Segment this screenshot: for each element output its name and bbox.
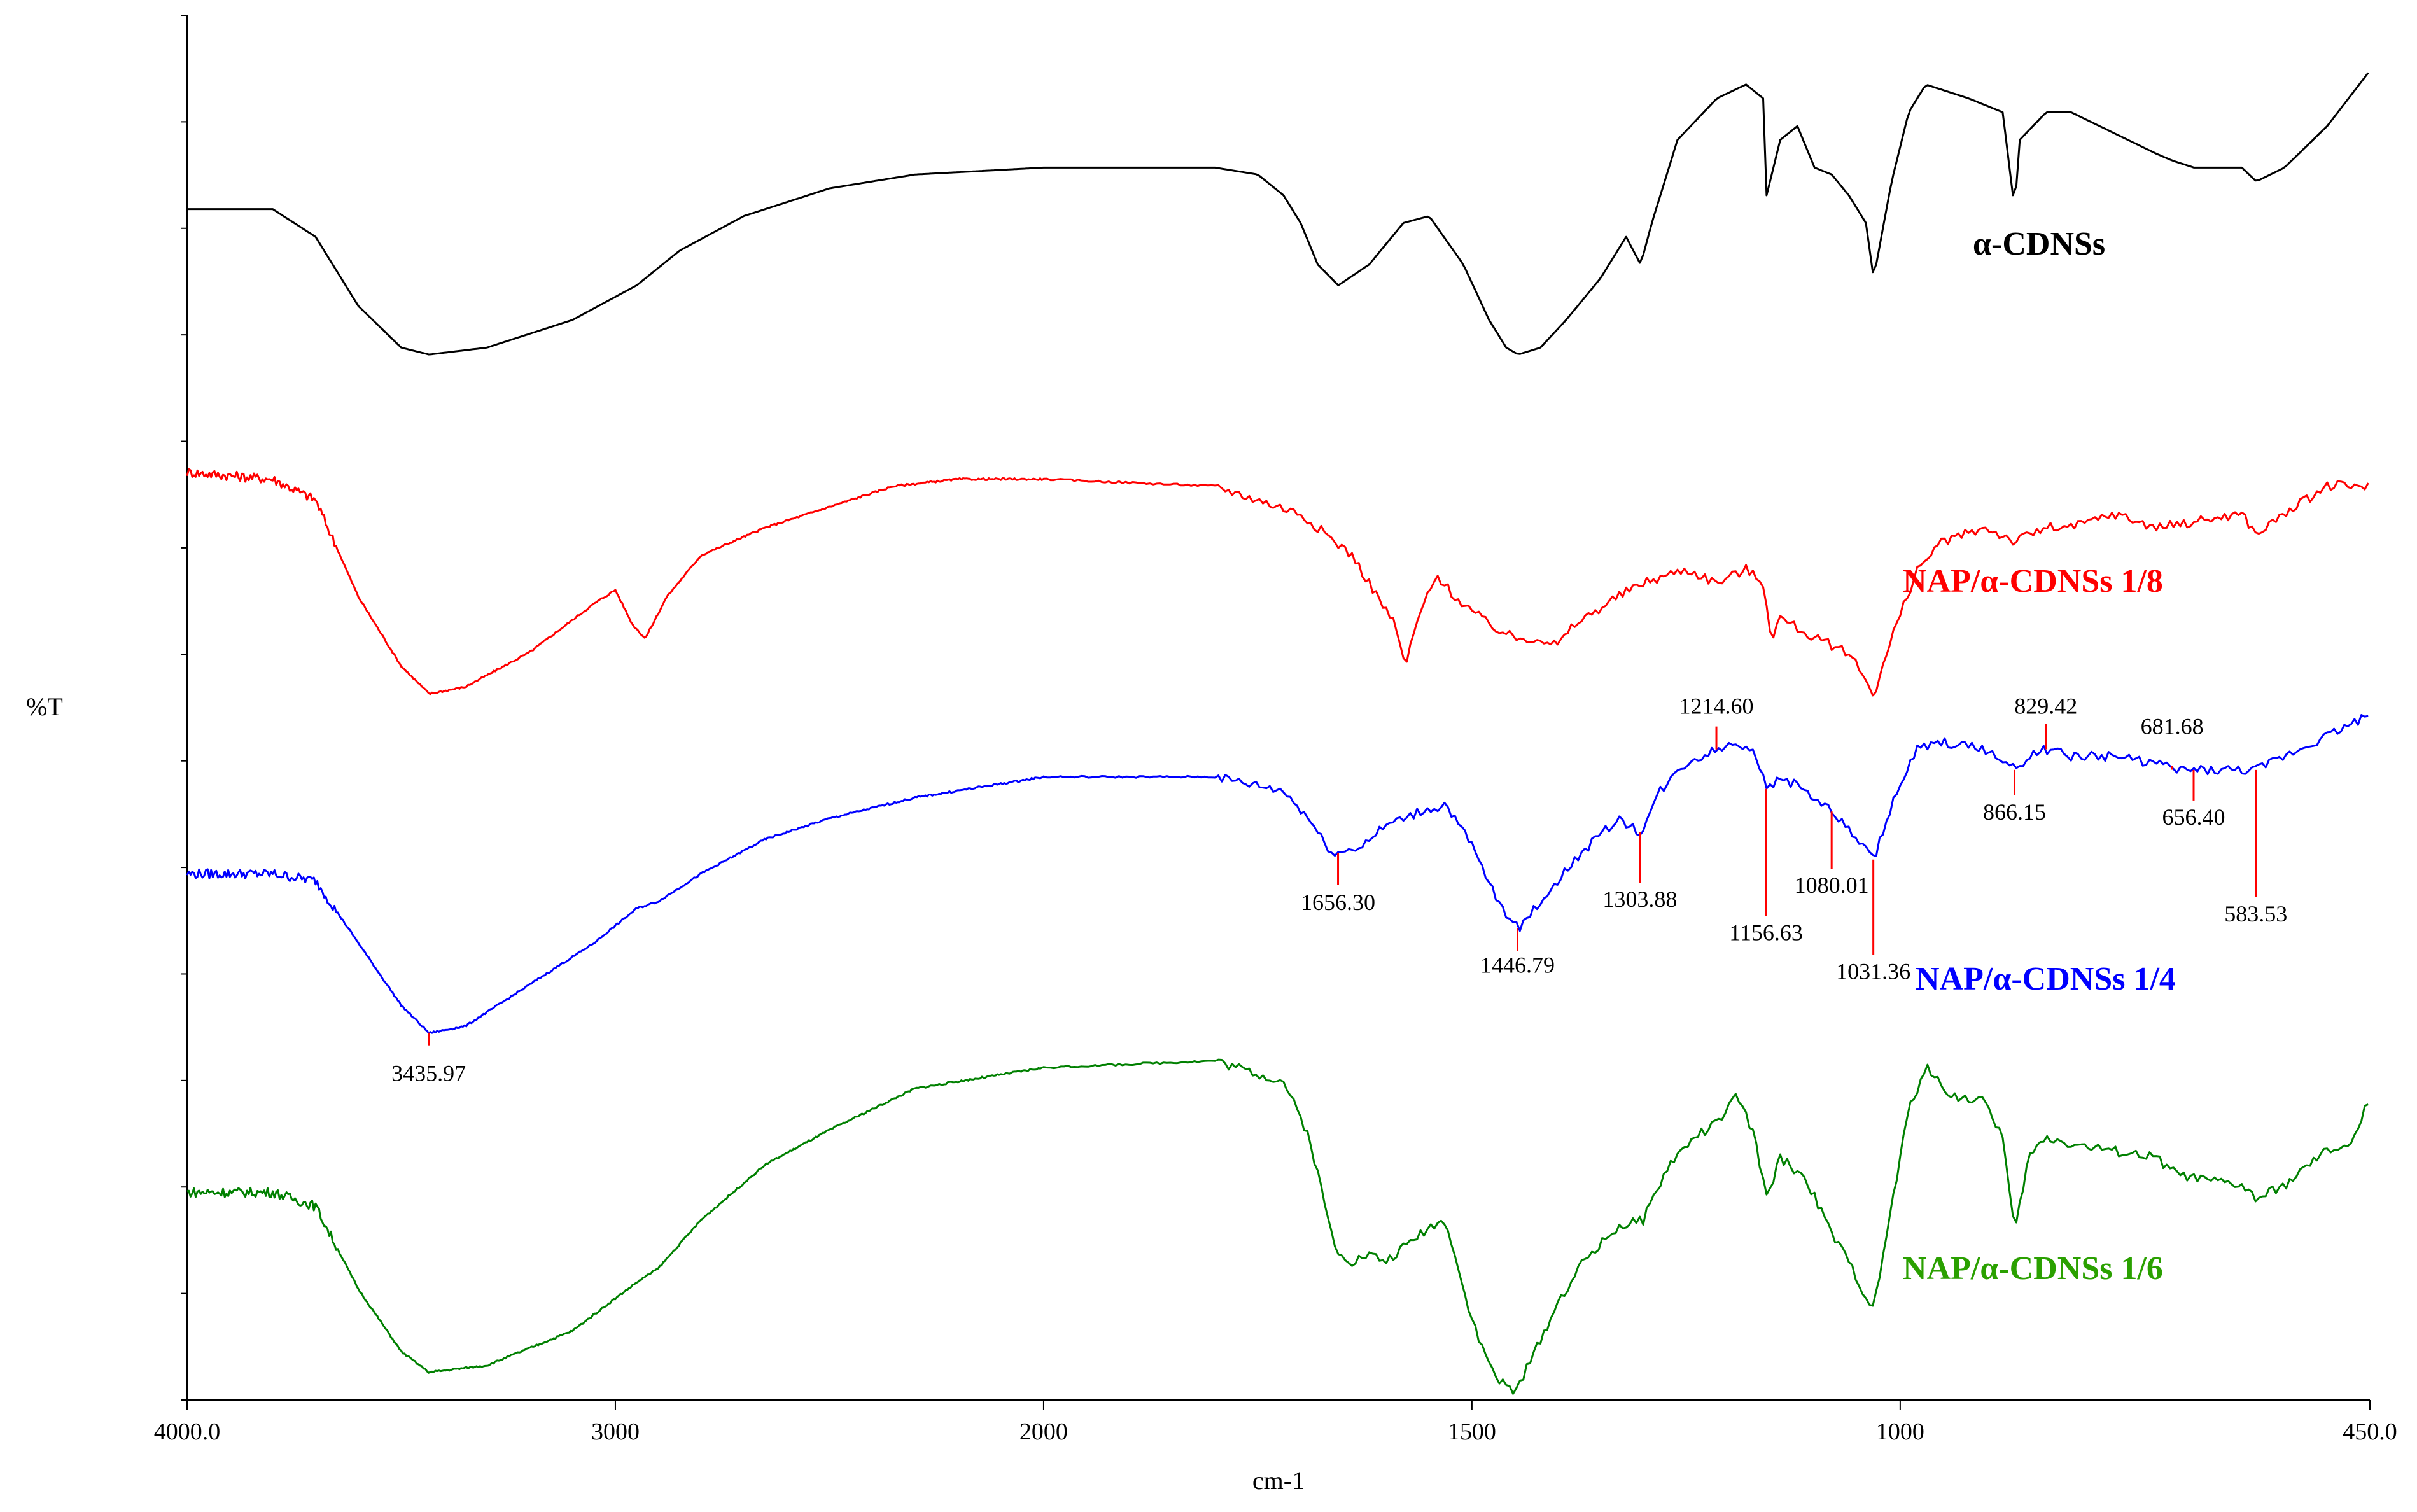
y-axis-title: %T bbox=[26, 692, 63, 721]
series-label-1: α-CDNSs bbox=[1973, 226, 2105, 262]
peak-label: 1031.36 bbox=[1836, 959, 1910, 984]
x-axis-title: cm-1 bbox=[1252, 1466, 1305, 1495]
peak-label: 1446.79 bbox=[1480, 953, 1555, 978]
peak-label: 3435.97 bbox=[391, 1061, 466, 1086]
peak-label: 1656.30 bbox=[1301, 890, 1375, 915]
x-tick-label: 3000 bbox=[591, 1418, 640, 1445]
series-label-2: NAP/α-CDNSs 1/8 bbox=[1903, 563, 2163, 599]
x-tick-label: 1000 bbox=[1876, 1418, 1924, 1445]
spectrum-line-1 bbox=[187, 72, 2369, 356]
peak-label: 829.42 bbox=[2014, 693, 2077, 718]
spectrum-line-4 bbox=[186, 1058, 2369, 1395]
x-tick-label: 1500 bbox=[1448, 1418, 1496, 1445]
spectrum-line-3 bbox=[186, 714, 2369, 1034]
series-labels: α-CDNSs NAP/α-CDNSs 1/8 NAP/α-CDNSs 1/4 NAP… bbox=[1903, 226, 2176, 1287]
series-label-3: NAP/α-CDNSs 1/4 bbox=[1916, 961, 2176, 997]
x-tick-label: 4000.0 bbox=[154, 1418, 221, 1445]
spectrum-curves bbox=[186, 72, 2369, 1395]
series-label-4: NAP/α-CDNSs 1/6 bbox=[1903, 1250, 2163, 1287]
axes: 4000.0 3000 2000 1500 1000 450.0 bbox=[154, 15, 2397, 1445]
peak-label: 1080.01 bbox=[1795, 872, 1869, 898]
peak-annotations: 3435.97 1656.30 1446.79 1303.88 1214.60 1156.… bbox=[391, 693, 2287, 1086]
peak-label: 1214.60 bbox=[1679, 694, 1754, 719]
spectrum-line-2 bbox=[186, 468, 2369, 697]
peak-label: 866.15 bbox=[1983, 799, 2046, 825]
peak-label: 1156.63 bbox=[1729, 920, 1803, 946]
peak-label: 1303.88 bbox=[1602, 886, 1677, 912]
peak-label: 681.68 bbox=[2141, 714, 2204, 739]
x-tick-label: 450.0 bbox=[2343, 1418, 2397, 1445]
peak-label: 656.40 bbox=[2162, 804, 2225, 830]
x-tick-label: 2000 bbox=[1019, 1418, 1068, 1445]
peak-label: 583.53 bbox=[2224, 901, 2287, 927]
